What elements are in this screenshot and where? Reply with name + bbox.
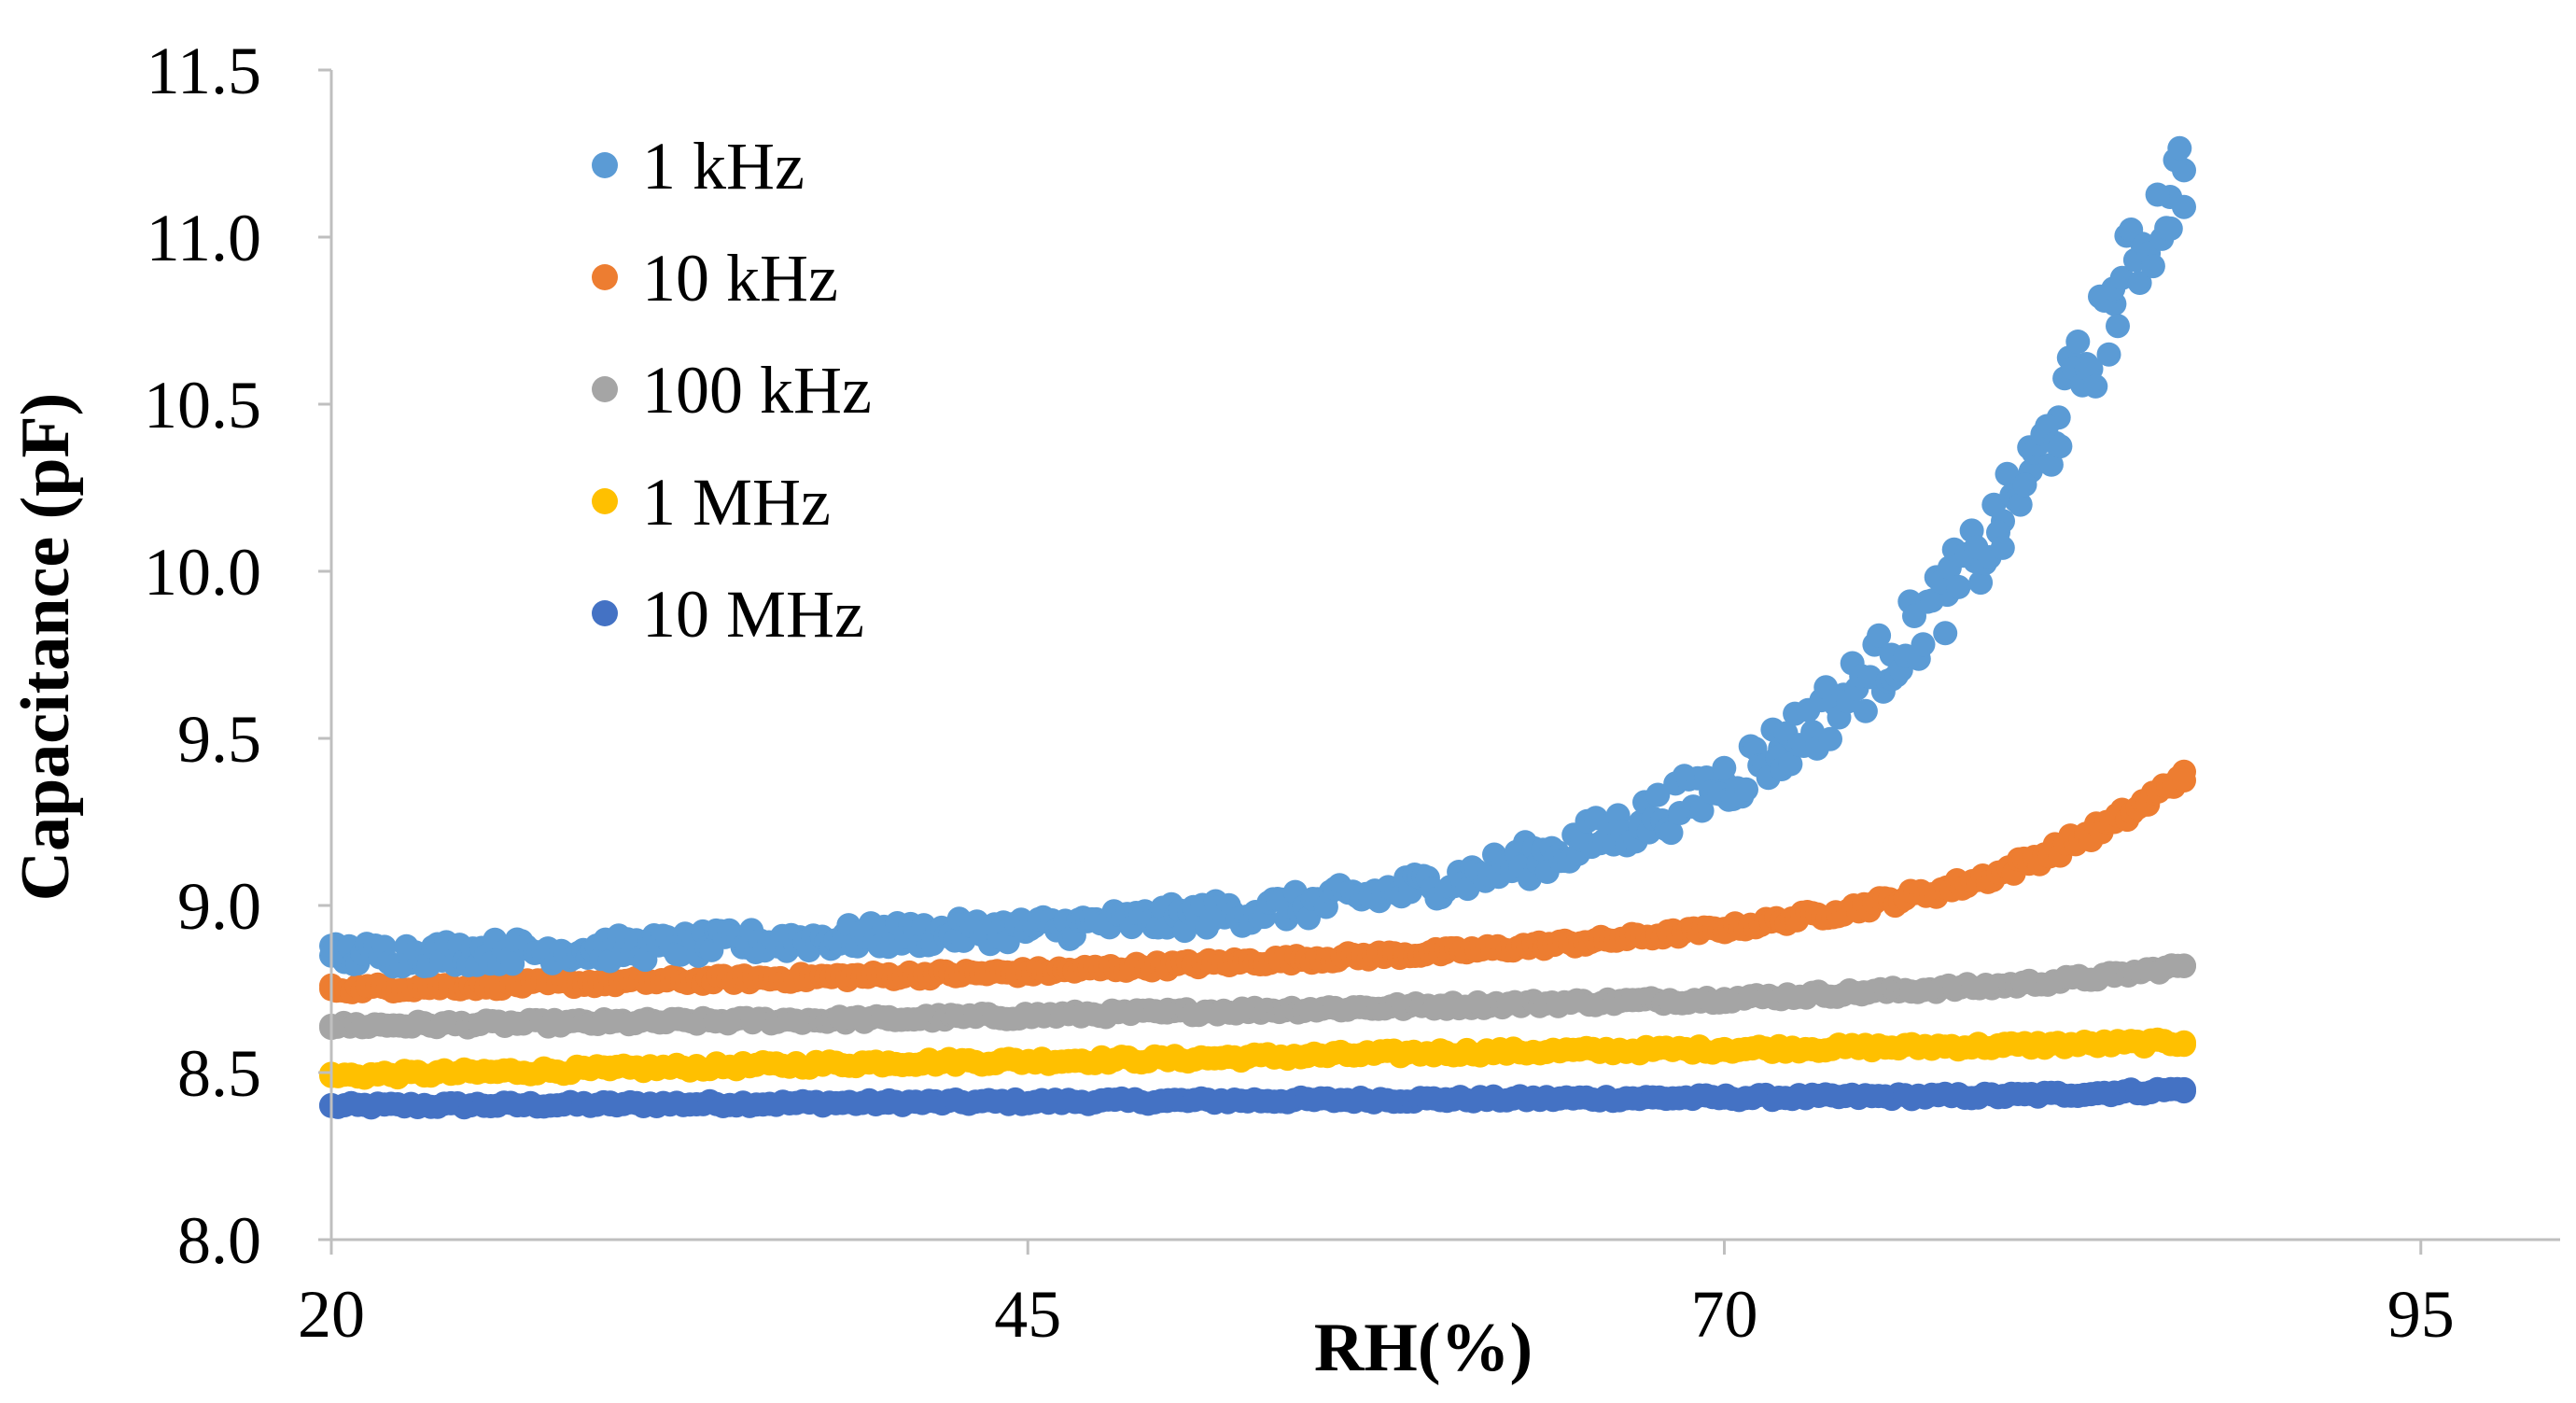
legend-marker — [592, 488, 618, 514]
data-point — [1911, 632, 1936, 657]
data-point — [1946, 574, 1971, 599]
legend-label: 1 kHz — [642, 129, 805, 203]
series-10-khz — [319, 759, 2196, 1004]
plot-area — [319, 135, 2196, 1120]
y-tick-label: 11.0 — [147, 201, 261, 275]
data-point — [1689, 798, 1715, 823]
series-100-khz — [319, 953, 2196, 1041]
data-point — [1645, 782, 1671, 807]
legend-marker — [592, 600, 618, 626]
data-point — [1968, 570, 1994, 596]
data-point — [1995, 461, 2020, 486]
x-tick-label: 70 — [1691, 1277, 1758, 1352]
data-point — [1981, 492, 2007, 517]
x-axis-title: RH(%) — [1314, 1310, 1533, 1386]
x-tick-label: 45 — [994, 1277, 1061, 1352]
data-point — [2008, 492, 2033, 517]
y-tick-label: 9.0 — [177, 869, 261, 944]
data-point — [2158, 216, 2183, 241]
data-point — [2038, 452, 2064, 477]
data-point — [2172, 768, 2196, 793]
data-point — [2172, 1079, 2196, 1104]
data-point — [2172, 954, 2196, 978]
legend-marker — [592, 264, 618, 290]
legend-marker — [592, 376, 618, 402]
data-point — [1296, 905, 1321, 931]
data-point — [500, 951, 525, 976]
tick-labels: 8.0 8.5 9.0 9.5 10.0 10.5 11.0 11.5 20 45 70 95 — [144, 34, 2455, 1352]
data-point — [2012, 472, 2037, 498]
data-point — [2083, 373, 2108, 399]
data-point — [1778, 751, 1803, 777]
y-tick-label: 10.0 — [144, 535, 261, 610]
legend-label: 100 kHz — [642, 353, 872, 428]
legend-marker — [592, 152, 618, 178]
data-point — [2096, 342, 2121, 367]
data-point — [1712, 755, 1737, 780]
data-point — [2106, 314, 2130, 339]
y-tick-label: 9.5 — [177, 702, 261, 777]
data-point — [1990, 535, 2015, 560]
y-tick-label: 11.5 — [147, 34, 261, 108]
legend-label: 1 MHz — [642, 465, 831, 540]
legend-label: 10 MHz — [642, 577, 864, 652]
data-point — [2127, 271, 2152, 295]
y-tick-label: 8.5 — [177, 1036, 261, 1111]
data-point — [1818, 726, 1842, 751]
data-point — [2167, 135, 2192, 161]
series-10-mhz — [319, 1076, 2196, 1120]
data-point — [668, 942, 693, 967]
data-point — [2172, 194, 2196, 219]
data-point — [2065, 330, 2091, 354]
data-point — [2140, 254, 2165, 279]
data-point — [1867, 623, 1892, 648]
data-point — [1659, 821, 1684, 846]
data-point — [1734, 777, 1758, 802]
data-point — [2145, 182, 2170, 207]
x-tick-label: 20 — [298, 1277, 365, 1352]
data-point — [1920, 588, 1944, 613]
legend-label: 10 kHz — [642, 241, 838, 316]
axes — [318, 68, 2560, 1255]
data-point — [1853, 698, 1878, 723]
data-point — [2172, 1032, 2196, 1058]
x-tick-label: 95 — [2387, 1277, 2455, 1352]
data-point — [1933, 621, 1958, 646]
series-1-khz — [319, 135, 2196, 979]
data-point — [2048, 434, 2073, 459]
series-1-mhz — [319, 1027, 2196, 1090]
y-axis-title: Capacitance (pF) — [7, 393, 84, 902]
legend: 1 kHz 10 kHz 100 kHz 1 MHz 10 MHz — [592, 129, 872, 652]
y-tick-label: 8.0 — [177, 1203, 261, 1278]
y-tick-label: 10.5 — [144, 368, 261, 442]
